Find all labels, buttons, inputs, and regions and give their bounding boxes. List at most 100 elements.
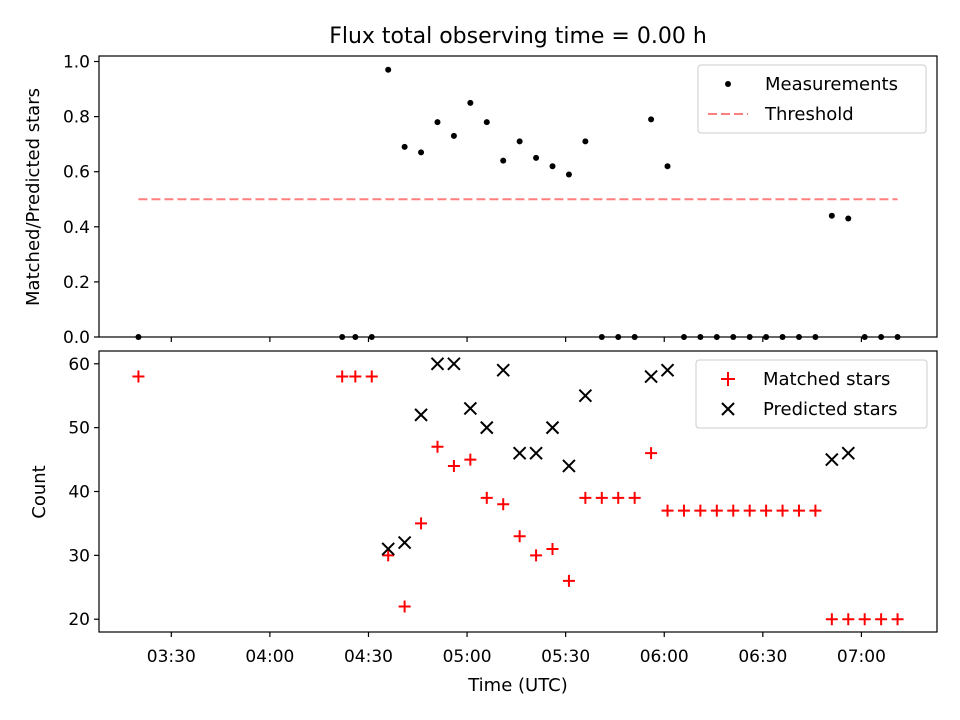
predicted-star-point (480, 420, 494, 435)
measurement-point (467, 99, 474, 106)
measurement-point (845, 215, 852, 222)
measurement-point (401, 143, 408, 150)
matched-star-point (513, 530, 526, 543)
matched-star-point (677, 504, 690, 517)
x-tick-label: 05:00 (443, 647, 492, 667)
matched-star-point (645, 447, 658, 460)
matched-star-point (825, 613, 838, 626)
x-tick-label: 04:00 (245, 647, 294, 667)
matched-star-point (628, 491, 641, 504)
matched-star-point (710, 504, 723, 517)
bottom-y-axis-label: Count (29, 465, 50, 518)
bottom-y-axis: 20 30 40 50 60 (68, 355, 99, 630)
x-tick-label: 05:30 (541, 647, 590, 667)
measurement-point (516, 138, 523, 145)
matched-star-point (546, 542, 559, 555)
measurement-point (565, 171, 572, 178)
measurement-point (664, 163, 671, 170)
legend-matched-label: Matched stars (763, 369, 890, 390)
matched-star-point (530, 549, 543, 562)
matched-star-point (792, 504, 805, 517)
top-plot-marks (135, 66, 901, 340)
legend-matched-marker (721, 372, 735, 386)
matched-star-point (875, 613, 888, 626)
matched-star-point (776, 504, 789, 517)
matched-star-point (497, 498, 510, 511)
predicted-star-point (463, 401, 478, 416)
predicted-star-point (825, 452, 839, 467)
legend-box (697, 64, 927, 134)
y-tick-label: 0.2 (63, 273, 90, 293)
matched-star-point (694, 504, 707, 517)
matched-star-point (336, 370, 349, 383)
top-plot-frame (98, 55, 938, 338)
y-tick-label: 30 (68, 546, 90, 566)
top-y-axis: 0.0 0.2 0.4 0.6 0.8 1.0 (63, 53, 99, 348)
y-tick-label: 1.0 (63, 53, 90, 73)
measurement-point (418, 149, 425, 156)
matched-star-point (842, 613, 855, 626)
y-tick-label: 40 (68, 483, 90, 503)
legend-box (695, 359, 928, 429)
top-y-axis-label: Matched/Predicted stars (23, 88, 44, 306)
matched-star-point (809, 504, 822, 517)
matched-star-point (595, 491, 608, 504)
y-tick-label: 20 (68, 610, 90, 630)
x-tick-label: 03:30 (147, 647, 196, 667)
measurement-point (582, 138, 589, 145)
matched-star-point (743, 504, 756, 517)
predicted-star-point (512, 446, 527, 460)
x-tick-label: 04:30 (344, 647, 393, 667)
legend-measurements-marker (725, 81, 731, 87)
y-tick-label: 0.4 (63, 218, 90, 238)
y-tick-label: 0.0 (63, 328, 90, 348)
predicted-star-point (381, 542, 395, 556)
bottom-plot-marks (132, 357, 904, 626)
bottom-legend: Matched stars Predicted stars (695, 359, 928, 429)
measurement-point (434, 119, 441, 126)
x-tick-label: 07:00 (837, 647, 886, 667)
x-axis-label: Time (UTC) (467, 675, 568, 696)
matched-star-point (365, 370, 378, 383)
chart-title: Flux total observing time = 0.00 h (329, 24, 707, 49)
predicted-star-point (545, 420, 560, 435)
x-tick-label: 06:00 (640, 647, 689, 667)
legend-threshold-label: Threshold (764, 104, 854, 125)
measurement-point (500, 157, 507, 164)
matched-star-point (480, 491, 493, 504)
matched-star-point (661, 504, 674, 517)
matched-star-point (612, 491, 625, 504)
matched-star-point (431, 440, 444, 453)
matched-star-point (891, 613, 904, 626)
measurement-point (533, 154, 540, 161)
matched-star-point (760, 504, 773, 517)
matched-star-point (382, 549, 395, 562)
legend-predicted-marker (721, 402, 735, 416)
matched-star-point (398, 600, 411, 613)
measurement-point (828, 212, 835, 219)
matched-star-point (727, 504, 740, 517)
predicted-star-point (841, 446, 855, 460)
x-tick-label: 06:30 (738, 647, 787, 667)
predicted-star-point (414, 408, 428, 422)
legend-predicted-label: Predicted stars (763, 399, 897, 420)
matched-star-point (562, 574, 575, 587)
matched-star-point (415, 517, 428, 530)
matched-star-point (349, 370, 362, 383)
y-tick-label: 60 (68, 355, 90, 375)
predicted-star-point (578, 388, 593, 403)
measurement-point (450, 132, 457, 139)
predicted-star-point (447, 357, 461, 371)
measurement-point (549, 163, 556, 170)
predicted-star-point (397, 535, 412, 550)
matched-star-point (464, 453, 477, 466)
y-tick-label: 0.6 (63, 163, 90, 183)
top-legend: Measurements Threshold (697, 64, 927, 134)
legend-measurements-label: Measurements (765, 74, 898, 95)
predicted-star-point (496, 363, 510, 377)
y-tick-label: 0.8 (63, 108, 90, 128)
measurement-point (483, 119, 490, 126)
matched-star-point (447, 459, 460, 472)
bottom-x-axis: 03:30 04:00 04:30 05:00 05:30 06:00 06:30 07:00 (147, 632, 886, 667)
